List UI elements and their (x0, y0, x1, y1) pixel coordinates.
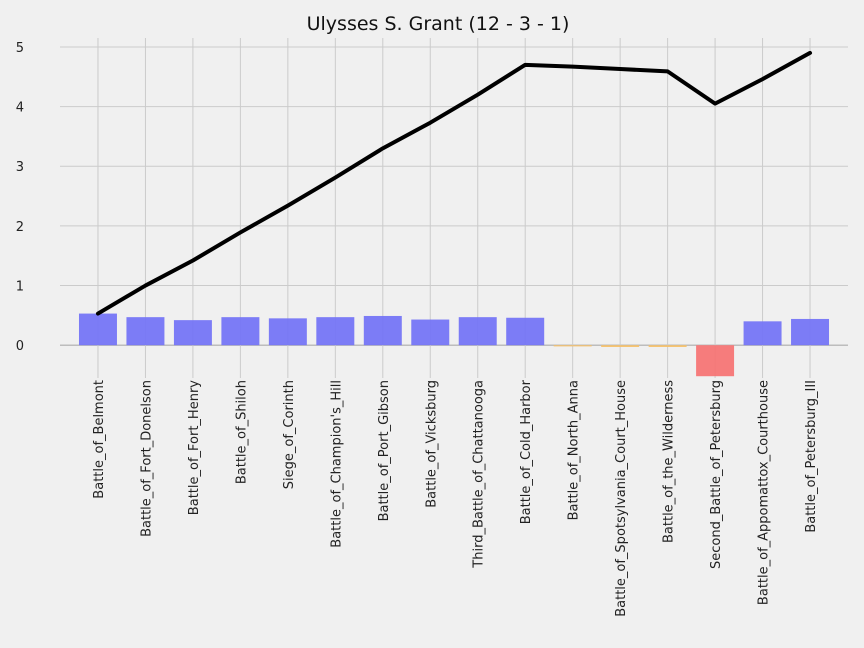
y-tick-label: 5 (16, 41, 24, 56)
x-tick-label: Battle_of_Belmont (92, 380, 107, 499)
x-tick-label: Second_Battle_of_Petersburg (709, 380, 724, 569)
x-tick-label: Battle_of_Fort_Henry (187, 380, 202, 515)
x-tick-label: Battle_of_Petersburg_III (804, 380, 819, 533)
cumulative-line (95, 50, 813, 316)
x-tick-label: Battle_of_Port_Gibson (377, 380, 392, 521)
bar-win (268, 318, 307, 346)
y-tick-label: 4 (16, 101, 24, 116)
bar-win (363, 315, 402, 346)
bars (78, 313, 830, 377)
x-tick-label: Third_Battle_of_Chattanooga (472, 380, 487, 569)
bar-win (458, 317, 497, 346)
bar-win (126, 317, 165, 346)
x-tick-label: Battle_of_North_Anna (567, 380, 582, 520)
x-tick-label: Siege_of_Corinth (282, 380, 297, 489)
bar-win (316, 317, 355, 346)
chart-title: Ulysses S. Grant (12 - 3 - 1) (307, 13, 570, 35)
x-tick-label: Battle_of_Spotsylvania_Court_House (614, 380, 629, 617)
x-tick-label: Battle_of_the_Wilderness (662, 380, 677, 543)
bar-win (791, 318, 830, 346)
line-series (95, 50, 813, 316)
bar-win (411, 319, 450, 346)
y-tick-label: 2 (16, 220, 24, 235)
bar-draw (601, 345, 640, 347)
bar-draw (648, 345, 687, 347)
bar-win (173, 320, 212, 346)
y-tick-label: 1 (16, 280, 24, 295)
y-tick-label: 0 (16, 339, 24, 354)
x-tick-label: Battle_of_Vicksburg (424, 380, 439, 508)
bar-win (221, 317, 260, 346)
bar-win (506, 317, 545, 346)
x-tick-label: Battle_of_Champion's_Hill (329, 380, 344, 548)
bar-win (743, 321, 782, 346)
x-axis-ticks: Battle_of_Belmont Battle_of_Fort_Donelson… (92, 379, 819, 616)
x-tick-label: Battle_of_Fort_Donelson (139, 380, 154, 537)
bar-loss (696, 345, 735, 377)
bar-draw (553, 345, 592, 347)
y-tick-label: 3 (16, 160, 24, 175)
x-tick-label: Battle_of_Cold_Harbor (519, 379, 534, 524)
x-tick-label: Battle_of_Appomattox_Courthouse (757, 380, 772, 605)
x-tick-label: Battle_of_Shiloh (234, 380, 249, 484)
bar-win (78, 313, 117, 346)
y-axis-ticks: 0 1 2 3 4 5 (16, 41, 24, 354)
